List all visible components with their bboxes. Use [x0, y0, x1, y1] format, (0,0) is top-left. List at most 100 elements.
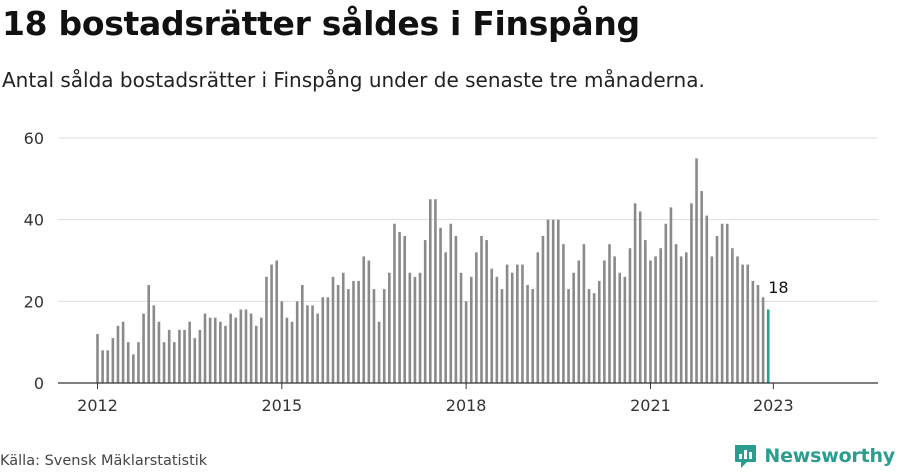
bar [213, 317, 217, 383]
bar [295, 301, 299, 383]
bar [418, 272, 422, 383]
chart-title: 18 bostadsrätter såldes i Finspång [2, 4, 640, 43]
source-note: Källa: Svensk Mäklarstatistik [0, 453, 208, 469]
bar [393, 223, 396, 383]
x-tick-label: 2015 [261, 396, 302, 415]
bar [306, 305, 309, 383]
bar [536, 252, 540, 383]
bar [311, 305, 314, 383]
bar [623, 276, 627, 383]
bar [382, 289, 386, 383]
bar [352, 280, 355, 383]
gridlines [58, 137, 878, 302]
brand-logo[interactable]: Newsworthy [733, 441, 895, 471]
bar [285, 317, 289, 383]
bar [633, 203, 637, 383]
bar [444, 252, 447, 383]
bar [731, 248, 734, 383]
bar [347, 289, 350, 383]
bar [388, 272, 391, 383]
bar [367, 260, 371, 383]
newsworthy-logo-icon [735, 445, 757, 468]
bar [265, 276, 268, 383]
bar [193, 338, 197, 383]
bar [695, 158, 698, 383]
bar [674, 244, 678, 383]
bar [219, 321, 222, 383]
bar [659, 248, 662, 383]
x-tick-label: 2021 [630, 396, 671, 415]
x-tick-label: 2018 [446, 396, 487, 415]
bar [603, 260, 606, 383]
bar [208, 317, 212, 383]
bar [469, 276, 473, 383]
bar [480, 236, 483, 383]
bar [101, 350, 104, 383]
bar [715, 236, 719, 383]
bar [183, 329, 186, 383]
bar [746, 264, 750, 383]
bar [649, 260, 652, 383]
bar [321, 297, 325, 383]
bar [203, 313, 207, 383]
bar [644, 240, 647, 383]
bar [613, 256, 616, 383]
bar [142, 313, 145, 383]
bar [700, 191, 703, 383]
bar [341, 272, 345, 383]
bar [126, 342, 130, 383]
bar [541, 236, 545, 383]
bar [234, 317, 238, 383]
bar [464, 301, 468, 383]
bar [336, 285, 340, 383]
bar [372, 289, 376, 383]
bar [567, 289, 570, 383]
bar [326, 297, 330, 383]
bar [152, 305, 156, 383]
bar [751, 280, 755, 383]
bar [736, 256, 739, 383]
bar [500, 289, 504, 383]
bar [638, 211, 642, 383]
bar [132, 354, 135, 383]
bar [725, 223, 729, 383]
bar [475, 252, 478, 383]
bar [178, 329, 181, 383]
latest-value-label: 18 [768, 278, 788, 297]
y-tick-label: 20 [24, 292, 44, 311]
bar [96, 334, 99, 383]
bar [705, 215, 709, 383]
bar [587, 289, 591, 383]
chart-subtitle: Antal sålda bostadsrätter i Finspång und… [2, 68, 705, 92]
bar [439, 227, 442, 383]
bar [137, 342, 140, 383]
x-tick-label: 2012 [77, 396, 118, 415]
bar [244, 309, 248, 383]
brand-name: Newsworthy [764, 445, 895, 467]
bar [377, 321, 381, 383]
bar [167, 329, 171, 383]
bar [331, 276, 335, 383]
bar [720, 223, 724, 383]
bar [423, 240, 427, 383]
bar [756, 285, 760, 383]
bar [316, 313, 319, 383]
bar [111, 338, 115, 383]
bar [459, 272, 463, 383]
bar [628, 248, 632, 383]
bar [239, 309, 243, 383]
bar [454, 236, 458, 383]
bar [413, 276, 417, 383]
bar [198, 329, 202, 383]
bar [116, 325, 120, 383]
bar [403, 236, 406, 383]
bar [505, 264, 509, 383]
bar [188, 321, 191, 383]
bar [690, 203, 693, 383]
bar [434, 199, 437, 383]
bar [521, 264, 524, 383]
bar [685, 252, 688, 383]
bar [582, 244, 586, 383]
bar [280, 301, 284, 383]
bar [577, 260, 581, 383]
